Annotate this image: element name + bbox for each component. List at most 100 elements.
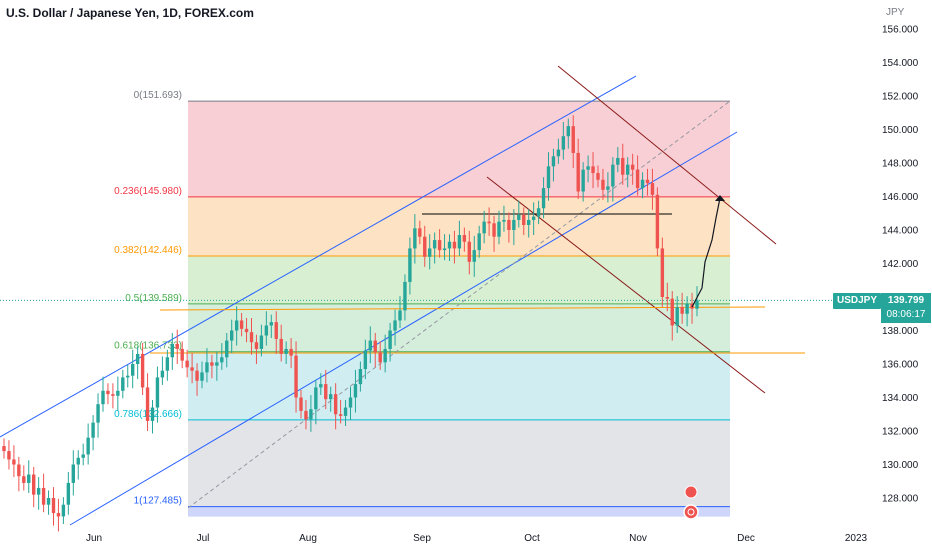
candle-body xyxy=(254,342,259,349)
candle-body xyxy=(116,390,120,396)
candle-body xyxy=(121,377,125,391)
candle-body xyxy=(611,164,615,187)
trendlines xyxy=(0,65,832,526)
candle-body xyxy=(418,228,422,237)
y-tick-label: 138.000 xyxy=(882,326,919,337)
x-tick-label: 2023 xyxy=(845,533,868,544)
candle-body xyxy=(91,422,95,438)
projection-arrowhead xyxy=(715,195,725,201)
economic-event-marker-icon[interactable] xyxy=(683,504,699,520)
candle-body xyxy=(428,248,432,257)
candle-body xyxy=(71,464,75,483)
y-tick-label: 128.000 xyxy=(882,494,919,505)
candle-body xyxy=(408,248,412,282)
candle-body xyxy=(517,214,521,220)
candle-body xyxy=(135,353,140,364)
candle-body xyxy=(655,194,660,249)
candle-body xyxy=(17,464,21,477)
candle-body xyxy=(695,300,699,309)
candle-body xyxy=(353,384,358,398)
candle-body xyxy=(185,360,189,368)
candle-body xyxy=(388,330,392,349)
candle-body xyxy=(205,362,209,373)
candle-body xyxy=(556,149,561,157)
candle-body xyxy=(333,394,338,415)
candle-body xyxy=(437,240,442,251)
candle-body xyxy=(170,343,174,358)
candle-body xyxy=(630,164,635,170)
candle-body xyxy=(304,410,308,420)
x-tick-label: Sep xyxy=(413,533,431,544)
candle-body xyxy=(76,457,80,465)
candle-body xyxy=(7,451,11,460)
candle-body xyxy=(472,250,476,262)
candles xyxy=(2,115,699,532)
fib-zone xyxy=(188,101,730,197)
candle-body xyxy=(680,307,684,314)
candle-body xyxy=(606,186,610,190)
candle-body xyxy=(497,221,501,237)
candle-body xyxy=(536,208,541,217)
candle-body xyxy=(329,394,333,400)
candle-body xyxy=(284,348,288,354)
candle-body xyxy=(249,332,254,343)
candle-body xyxy=(571,126,575,153)
candle-body xyxy=(462,235,467,242)
candle-body xyxy=(403,281,407,311)
y-tick-label: 148.000 xyxy=(882,159,919,170)
candle-body xyxy=(96,404,100,423)
x-tick-label: Jul xyxy=(197,533,210,544)
candle-body xyxy=(160,370,165,378)
candle-body xyxy=(650,183,655,195)
candle-body xyxy=(601,179,605,190)
down-channel-upper-line xyxy=(557,65,777,245)
candle-body xyxy=(522,214,526,225)
event-marker-inner xyxy=(687,508,695,516)
candle-body xyxy=(180,348,184,361)
candle-body xyxy=(467,241,471,262)
candle-body xyxy=(259,335,264,349)
candle-body xyxy=(626,164,630,175)
candle-body xyxy=(640,179,645,189)
candle-body xyxy=(413,228,417,249)
fib-label: 0.618(136.733) xyxy=(114,341,182,352)
candle-body xyxy=(423,236,427,257)
candle-body xyxy=(358,369,363,385)
candle-body xyxy=(616,157,620,165)
candle-body xyxy=(645,179,650,184)
candle-body xyxy=(51,498,56,514)
candle-body xyxy=(368,340,372,351)
economic-event-flag-icon[interactable] xyxy=(684,485,698,499)
projection-path xyxy=(691,195,725,308)
fib-zone xyxy=(188,506,730,517)
candle-body xyxy=(299,397,303,411)
candle-body xyxy=(576,152,580,192)
x-tick-label: Jun xyxy=(86,533,102,544)
candle-body xyxy=(482,221,486,234)
candle-body xyxy=(591,166,595,174)
orange-level-line xyxy=(159,306,766,311)
candle-body xyxy=(378,352,382,363)
candle-body xyxy=(675,307,679,326)
candle-body xyxy=(81,454,85,458)
fib-zone xyxy=(188,256,730,304)
candle-body xyxy=(309,409,313,420)
y-tick-label: 156.000 xyxy=(882,25,919,36)
candle-body xyxy=(230,330,234,341)
candle-body xyxy=(2,446,6,452)
x-tick-label: Dec xyxy=(737,533,755,544)
candle-body xyxy=(363,350,368,370)
candle-body xyxy=(566,126,570,137)
y-tick-label: 142.000 xyxy=(882,259,919,270)
candle-body xyxy=(442,248,447,251)
candle-body xyxy=(596,173,600,180)
candle-body xyxy=(393,320,397,331)
candle-body xyxy=(561,136,566,150)
candle-body xyxy=(621,157,625,175)
event-markers[interactable] xyxy=(683,485,699,520)
fib-trend-line xyxy=(187,100,731,509)
last-price-box: 139.799 08:06:17 xyxy=(881,293,931,323)
candle-body xyxy=(551,156,556,167)
y-tick-label: 146.000 xyxy=(882,192,919,203)
